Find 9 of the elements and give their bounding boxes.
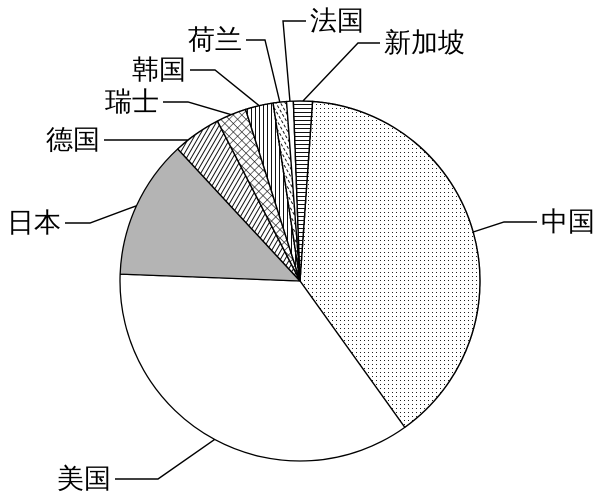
slice-label: 日本 <box>7 208 61 238</box>
slice-label: 韩国 <box>132 54 186 86</box>
slice-label: 法国 <box>310 6 364 36</box>
slice-label: 瑞士 <box>105 86 159 118</box>
slice-label: 新加坡 <box>384 28 465 58</box>
slice-label: 美国 <box>57 464 111 494</box>
slice-label: 德国 <box>46 124 100 156</box>
slice-label: 荷兰 <box>188 24 242 56</box>
slice-label: 中国 <box>541 206 595 238</box>
